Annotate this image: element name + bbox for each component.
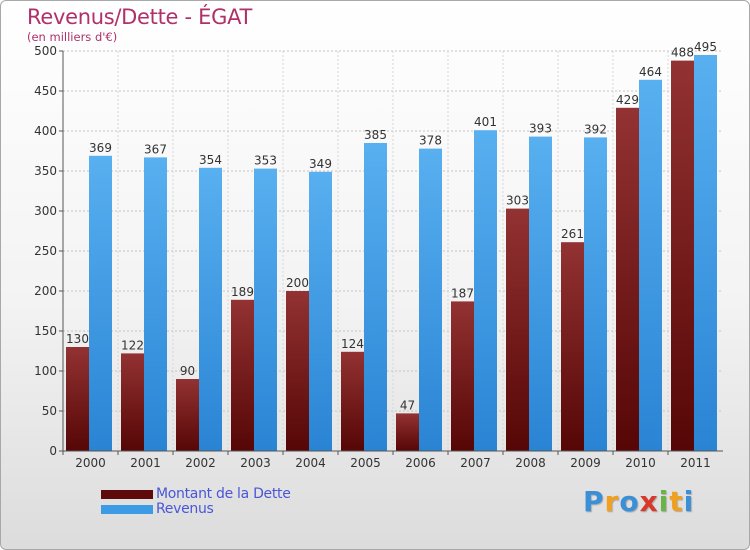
data-label-debt: 303 xyxy=(506,194,529,208)
bar-revenus xyxy=(419,148,442,451)
data-label-revenus: 385 xyxy=(364,128,387,142)
bar-revenus xyxy=(364,143,387,451)
bar-revenus xyxy=(639,79,662,452)
data-label-revenus: 354 xyxy=(199,153,222,167)
data-label-debt: 261 xyxy=(561,227,584,241)
bar-revenus xyxy=(89,155,112,452)
data-label-debt: 488 xyxy=(671,46,694,60)
legend-swatch-debt xyxy=(101,490,153,499)
y-tick-label: 500 xyxy=(34,44,57,58)
bar-debt xyxy=(561,242,584,451)
x-tick-label: 2002 xyxy=(185,456,216,470)
bar-debt xyxy=(176,379,199,451)
logo-letter: r xyxy=(604,485,620,518)
y-tick-label: 300 xyxy=(34,204,57,218)
y-tick-label: 250 xyxy=(34,244,57,258)
bar-revenus xyxy=(584,137,607,451)
x-tick-label: 2004 xyxy=(295,456,326,470)
logo-letter: o xyxy=(619,485,640,518)
x-tick-label: 2005 xyxy=(350,456,381,470)
data-label-revenus: 393 xyxy=(529,122,552,136)
x-tick-label: 2009 xyxy=(570,456,601,470)
bar-debt xyxy=(231,299,254,451)
y-tick-label: 0 xyxy=(49,444,57,458)
logo-letter: x xyxy=(639,485,659,518)
bar-debt xyxy=(121,353,144,451)
y-tick-label: 450 xyxy=(34,84,57,98)
bar-debt xyxy=(616,107,639,452)
data-label-debt: 200 xyxy=(286,276,309,290)
bar-revenus xyxy=(529,136,552,451)
data-label-revenus: 367 xyxy=(144,142,167,156)
logo-letter: i xyxy=(683,485,695,518)
legend-label-revenus: Revenus xyxy=(156,501,214,517)
data-label-debt: 47 xyxy=(400,398,415,412)
data-label-debt: 189 xyxy=(231,285,254,299)
y-tick-label: 200 xyxy=(34,284,57,298)
data-label-debt: 124 xyxy=(341,337,364,351)
data-label-revenus: 378 xyxy=(419,134,442,148)
bar-debt xyxy=(286,291,309,451)
x-tick-label: 2003 xyxy=(240,456,271,470)
data-label-revenus: 349 xyxy=(309,157,332,171)
logo-letter: i xyxy=(658,485,670,518)
chart-title: Revenus/Dette - ÉGAT xyxy=(27,5,253,29)
data-label-revenus: 392 xyxy=(584,122,607,136)
data-label-debt: 429 xyxy=(616,93,639,107)
x-tick-label: 2007 xyxy=(460,456,491,470)
y-tick-label: 100 xyxy=(34,364,57,378)
legend-swatch-revenus xyxy=(101,505,153,514)
y-tick-label: 50 xyxy=(42,404,57,418)
data-label-debt: 90 xyxy=(180,364,195,378)
data-label-revenus: 464 xyxy=(639,65,662,79)
x-tick-label: 2008 xyxy=(515,456,546,470)
data-label-revenus: 495 xyxy=(694,40,717,54)
data-label-debt: 187 xyxy=(451,286,474,300)
proxiti-logo: Proxiti xyxy=(583,485,694,518)
data-label-revenus: 369 xyxy=(89,141,112,155)
bar-revenus xyxy=(309,171,332,452)
y-tick-label: 400 xyxy=(34,124,57,138)
legend-label-debt: Montant de la Dette xyxy=(156,486,291,502)
bar-revenus xyxy=(474,130,497,451)
y-tick-label: 350 xyxy=(34,164,57,178)
data-label-debt: 122 xyxy=(121,338,144,352)
data-label-debt: 130 xyxy=(66,332,89,346)
x-tick-label: 2011 xyxy=(680,456,711,470)
x-tick-label: 2010 xyxy=(625,456,656,470)
bar-revenus xyxy=(254,168,277,451)
bar-debt xyxy=(341,351,364,451)
x-tick-label: 2001 xyxy=(130,456,161,470)
x-tick-label: 2000 xyxy=(75,456,106,470)
bar-revenus xyxy=(199,167,222,452)
logo-letter: t xyxy=(669,485,684,518)
bar-revenus xyxy=(144,157,167,451)
bar-debt xyxy=(671,60,694,451)
y-tick-label: 150 xyxy=(34,324,57,338)
data-label-revenus: 353 xyxy=(254,154,277,168)
data-label-revenus: 401 xyxy=(474,115,497,129)
bar-debt xyxy=(506,208,529,451)
x-tick-label: 2006 xyxy=(405,456,436,470)
bar-revenus xyxy=(694,55,717,451)
bar-debt xyxy=(396,413,419,451)
bar-debt xyxy=(66,347,89,451)
bar-debt xyxy=(451,301,474,451)
chart-subtitle: (en milliers d'€) xyxy=(27,30,118,44)
logo-letter: P xyxy=(583,485,605,518)
